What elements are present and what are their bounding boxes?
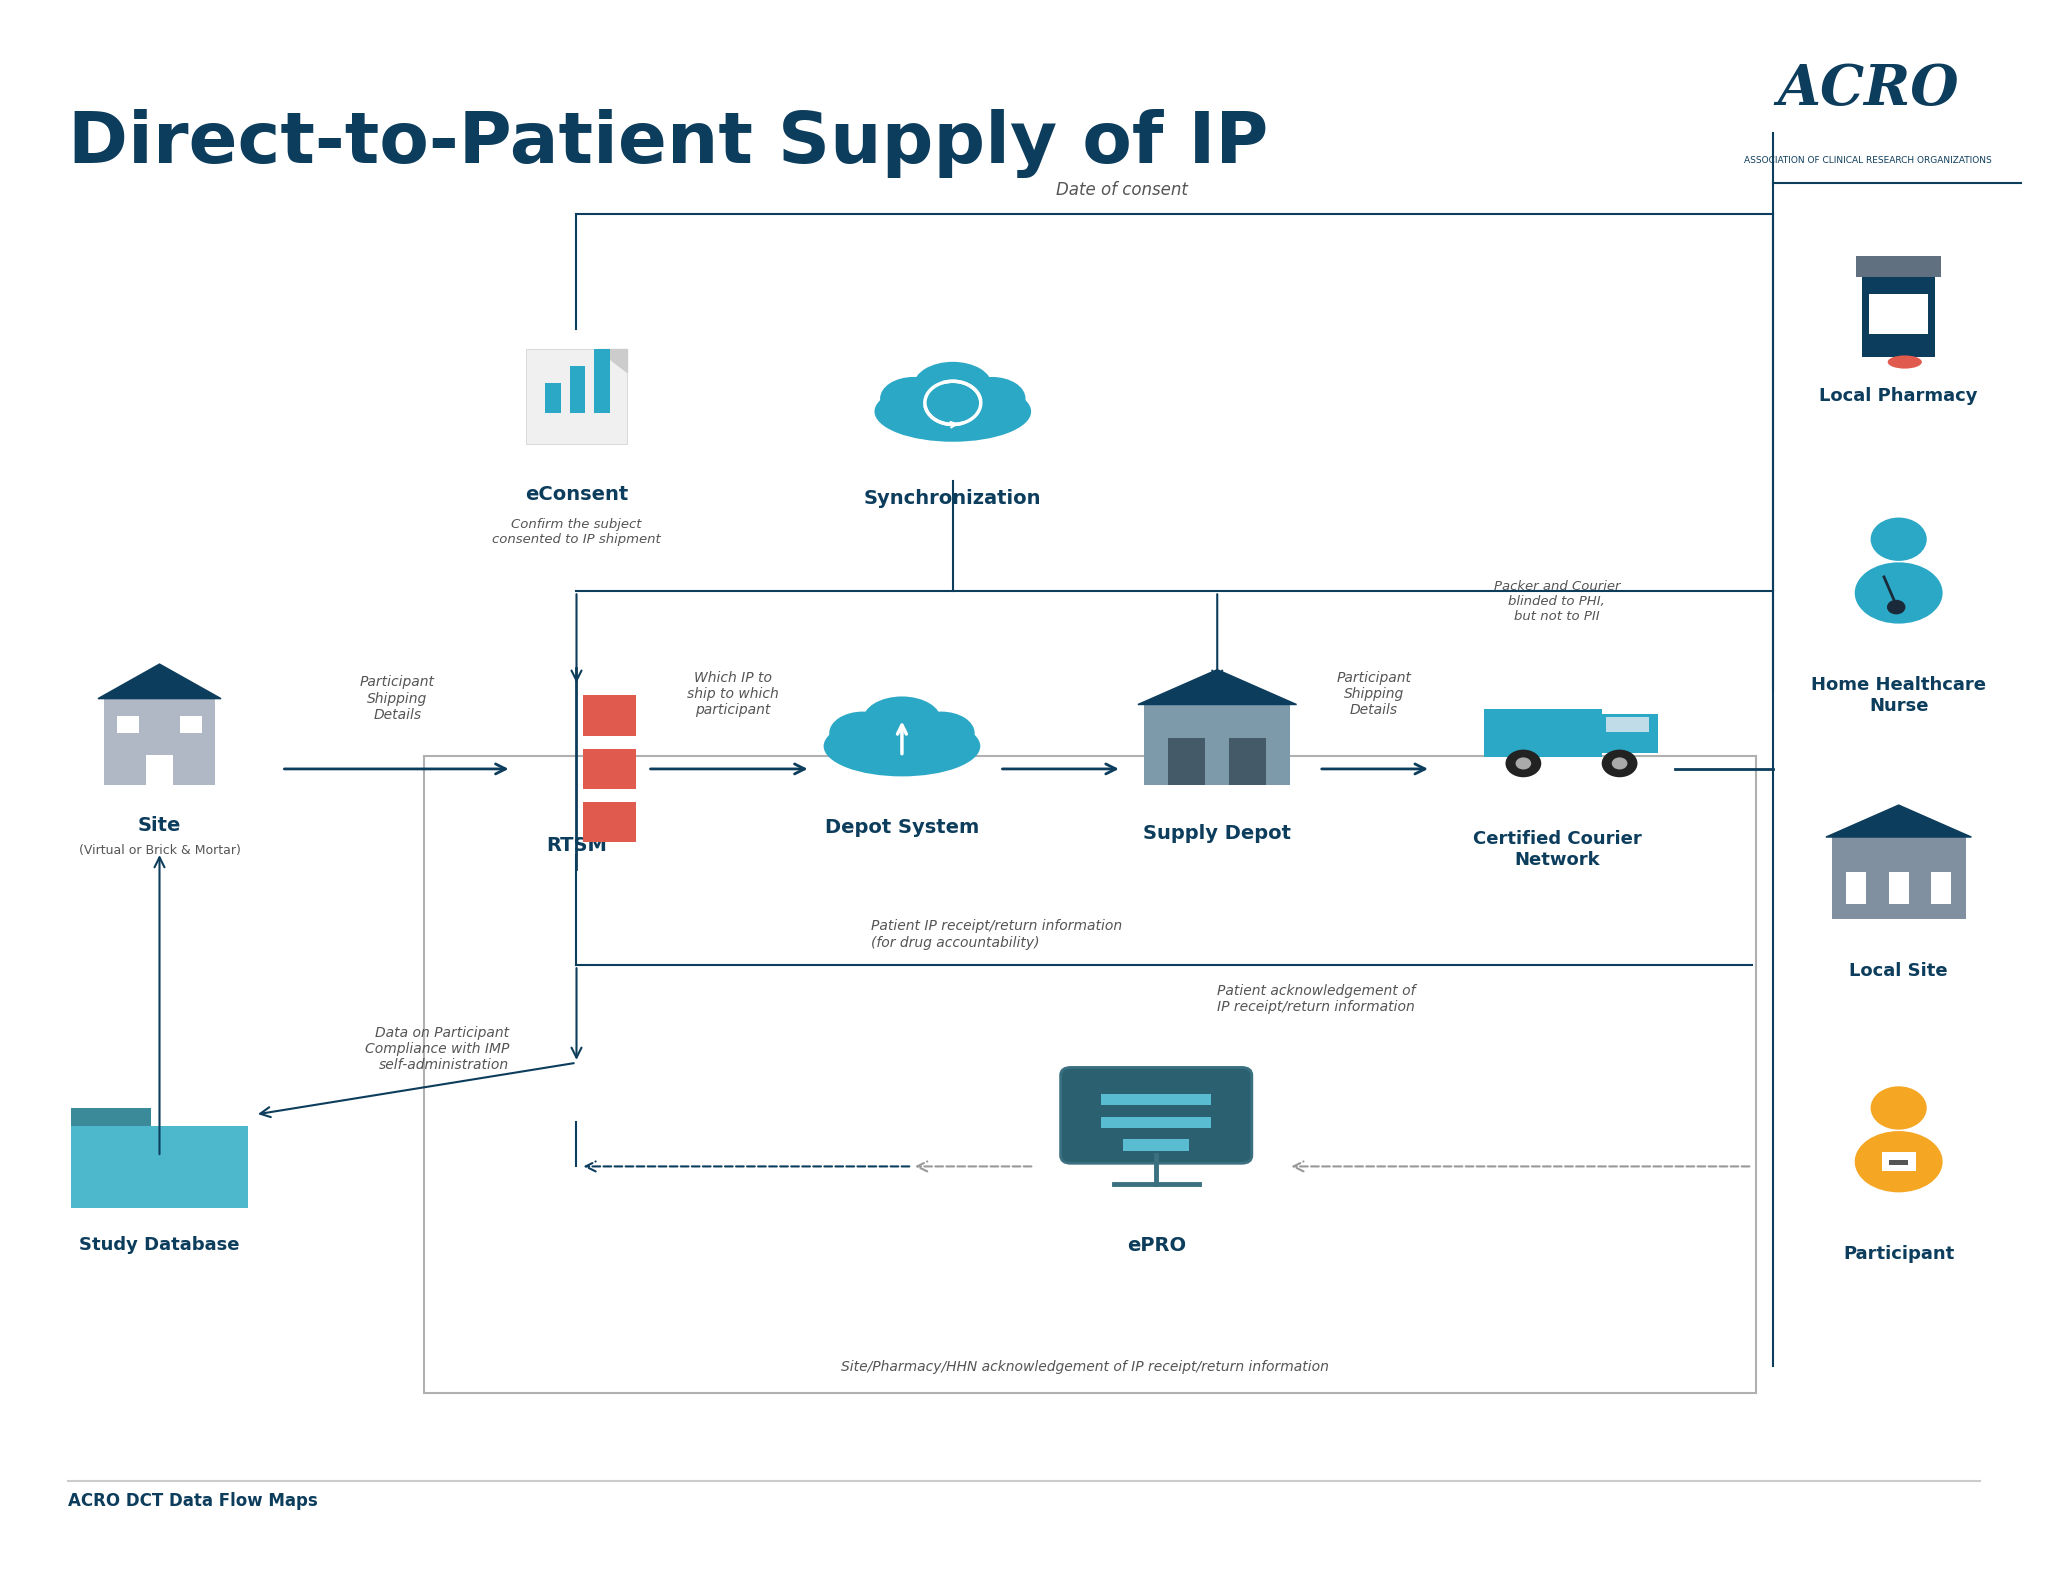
FancyBboxPatch shape: [584, 802, 635, 843]
Ellipse shape: [1855, 1132, 1944, 1192]
Ellipse shape: [823, 716, 981, 777]
FancyBboxPatch shape: [526, 349, 627, 444]
FancyBboxPatch shape: [1888, 1160, 1909, 1165]
Text: ACRO DCT Data Flow Maps: ACRO DCT Data Flow Maps: [68, 1491, 317, 1509]
Text: Which IP to
ship to which
participant: Which IP to ship to which participant: [688, 670, 778, 716]
Text: Certified Courier
Network: Certified Courier Network: [1473, 831, 1640, 869]
FancyBboxPatch shape: [1831, 837, 1966, 919]
Text: (Virtual or Brick & Mortar): (Virtual or Brick & Mortar): [78, 845, 240, 857]
FancyBboxPatch shape: [584, 696, 635, 735]
FancyBboxPatch shape: [1169, 737, 1204, 785]
FancyBboxPatch shape: [1855, 257, 1942, 277]
Polygon shape: [596, 349, 627, 372]
Ellipse shape: [862, 696, 942, 743]
FancyBboxPatch shape: [145, 754, 172, 785]
FancyBboxPatch shape: [1602, 715, 1657, 753]
Text: Date of consent: Date of consent: [1055, 181, 1188, 198]
Text: ACRO: ACRO: [1778, 62, 1960, 117]
Text: Packer and Courier
blinded to PHI,
but not to PII: Packer and Courier blinded to PHI, but n…: [1493, 580, 1620, 623]
FancyBboxPatch shape: [1102, 1117, 1210, 1129]
Polygon shape: [98, 664, 221, 699]
FancyBboxPatch shape: [1862, 277, 1935, 357]
FancyBboxPatch shape: [569, 366, 586, 414]
Text: Patient IP receipt/return information
(for drug accountability): Patient IP receipt/return information (f…: [872, 919, 1122, 949]
Circle shape: [1516, 758, 1532, 769]
Text: Study Database: Study Database: [80, 1236, 240, 1254]
FancyBboxPatch shape: [117, 716, 139, 734]
Text: Data on Participant
Compliance with IMP
self-administration: Data on Participant Compliance with IMP …: [365, 1025, 510, 1071]
Ellipse shape: [1888, 355, 1921, 369]
Polygon shape: [1827, 805, 1972, 837]
Text: ePRO: ePRO: [1126, 1236, 1186, 1255]
FancyBboxPatch shape: [545, 384, 561, 414]
Ellipse shape: [907, 712, 975, 754]
Text: Synchronization: Synchronization: [864, 490, 1042, 509]
FancyBboxPatch shape: [72, 1108, 152, 1146]
FancyBboxPatch shape: [1931, 872, 1952, 905]
Circle shape: [1612, 758, 1628, 769]
Ellipse shape: [881, 377, 948, 420]
Circle shape: [1602, 750, 1638, 777]
FancyBboxPatch shape: [1102, 1094, 1210, 1105]
Circle shape: [1505, 750, 1542, 777]
Text: Depot System: Depot System: [825, 818, 979, 837]
Ellipse shape: [874, 382, 1030, 442]
Text: Supply Depot: Supply Depot: [1143, 824, 1290, 843]
Text: Local Pharmacy: Local Pharmacy: [1819, 387, 1978, 406]
Text: Home Healthcare
Nurse: Home Healthcare Nurse: [1810, 677, 1987, 715]
FancyBboxPatch shape: [594, 349, 610, 414]
FancyBboxPatch shape: [584, 748, 635, 789]
Circle shape: [1870, 1086, 1927, 1130]
FancyBboxPatch shape: [1229, 737, 1266, 785]
FancyBboxPatch shape: [1061, 1067, 1251, 1163]
Ellipse shape: [1855, 563, 1944, 623]
FancyBboxPatch shape: [104, 699, 215, 785]
FancyBboxPatch shape: [1882, 1152, 1915, 1171]
Text: Participant: Participant: [1843, 1244, 1954, 1263]
FancyBboxPatch shape: [1485, 708, 1602, 756]
Text: Site: Site: [137, 816, 180, 835]
Text: Patient acknowledgement of
IP receipt/return information: Patient acknowledgement of IP receipt/re…: [1217, 984, 1415, 1014]
FancyBboxPatch shape: [1606, 716, 1649, 732]
Text: ASSOCIATION OF CLINICAL RESEARCH ORGANIZATIONS: ASSOCIATION OF CLINICAL RESEARCH ORGANIZ…: [1745, 157, 1993, 165]
Text: Participant
Shipping
Details: Participant Shipping Details: [360, 675, 434, 721]
Ellipse shape: [958, 377, 1026, 420]
Text: eConsent: eConsent: [524, 485, 629, 504]
Circle shape: [1870, 518, 1927, 561]
FancyBboxPatch shape: [1122, 1140, 1190, 1151]
Text: Site/Pharmacy/HHN acknowledgement of IP receipt/return information: Site/Pharmacy/HHN acknowledgement of IP …: [842, 1360, 1329, 1374]
FancyBboxPatch shape: [180, 716, 203, 734]
FancyBboxPatch shape: [1888, 872, 1909, 905]
FancyBboxPatch shape: [72, 1127, 248, 1208]
Ellipse shape: [913, 361, 991, 409]
FancyBboxPatch shape: [1870, 295, 1927, 334]
Text: Direct-to-Patient Supply of IP: Direct-to-Patient Supply of IP: [68, 109, 1268, 178]
FancyBboxPatch shape: [1845, 872, 1866, 905]
Text: Confirm the subject
consented to IP shipment: Confirm the subject consented to IP ship…: [492, 518, 662, 545]
FancyBboxPatch shape: [1145, 704, 1290, 785]
Circle shape: [1888, 601, 1905, 613]
Text: Participant
Shipping
Details: Participant Shipping Details: [1337, 670, 1411, 716]
Ellipse shape: [829, 712, 897, 754]
Text: Local Site: Local Site: [1849, 962, 1948, 980]
Polygon shape: [1139, 669, 1296, 704]
Text: RTSM: RTSM: [547, 837, 606, 856]
